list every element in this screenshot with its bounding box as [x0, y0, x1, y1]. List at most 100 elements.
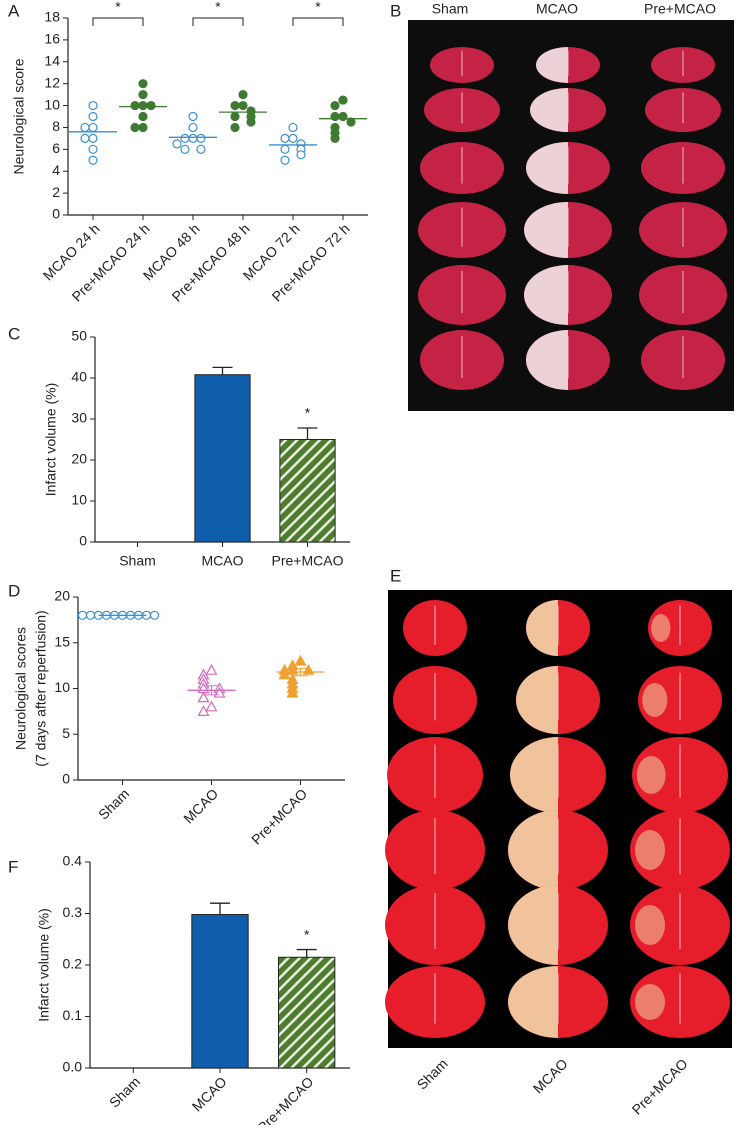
lesion	[510, 737, 558, 813]
point	[188, 122, 198, 133]
point	[302, 663, 315, 675]
point	[88, 144, 98, 154]
point	[278, 668, 291, 680]
column-label: Sham	[432, 1, 469, 17]
point	[80, 122, 90, 133]
lesion	[508, 810, 558, 890]
point	[80, 133, 90, 143]
x-tick-label: MCAO	[189, 1073, 230, 1114]
bar	[194, 374, 251, 543]
error-bar	[212, 366, 233, 375]
significance-bracket	[92, 17, 144, 26]
point	[138, 79, 148, 89]
y-axis-label: (7 days after reperfusion)	[33, 610, 49, 766]
y-tick-label: 8	[52, 118, 60, 134]
y-axis-label: Infarct volume (%)	[43, 383, 59, 497]
bar	[278, 956, 336, 1069]
x-tick-label: MCAO	[180, 785, 221, 826]
point	[88, 133, 98, 143]
point	[296, 150, 306, 160]
column-label: Pre+MCAO	[629, 1055, 691, 1117]
point	[246, 117, 256, 127]
y-tick-label: 0.0	[63, 1059, 83, 1075]
y-tick-label: 0	[52, 206, 60, 222]
x-tick-label: Pre+MCAO	[272, 553, 344, 569]
significance-mark: *	[304, 926, 310, 942]
point	[180, 133, 190, 143]
y-tick-label: 18	[44, 9, 60, 25]
lesion	[635, 830, 665, 870]
point	[288, 133, 298, 143]
point	[230, 122, 240, 133]
y-tick-label: 5	[62, 725, 70, 741]
point	[88, 100, 98, 111]
y-tick-label: 2	[52, 184, 60, 200]
point	[286, 686, 299, 698]
point	[138, 122, 148, 133]
point	[197, 691, 210, 703]
column-label: Pre+MCAO	[644, 1, 716, 17]
lesion	[508, 966, 558, 1038]
point	[172, 139, 182, 149]
point	[138, 100, 148, 111]
y-tick-label: 20	[54, 588, 70, 604]
panel-label: D	[8, 581, 20, 600]
point	[88, 155, 98, 165]
y-tick-label: 10	[71, 492, 87, 508]
lesion	[526, 600, 558, 656]
x-tick-label: MCAO	[202, 553, 244, 569]
y-tick-label: 6	[52, 140, 60, 156]
y-tick-label: 14	[44, 52, 60, 68]
panel-label: B	[390, 1, 401, 20]
y-axis-label: Neurological scores	[13, 627, 29, 750]
y-tick-label: 0.1	[63, 1007, 83, 1023]
panel-label: E	[390, 566, 401, 585]
y-tick-label: 20	[71, 451, 87, 467]
significance-mark: *	[315, 0, 321, 15]
lesion	[526, 330, 568, 390]
error-bar	[292, 667, 309, 677]
lesion	[651, 614, 671, 642]
y-tick-label: 0	[62, 771, 70, 787]
y-tick-label: 0.3	[63, 904, 83, 920]
y-tick-label: 30	[71, 410, 87, 426]
point	[230, 100, 240, 111]
point	[149, 610, 160, 620]
point	[188, 111, 198, 122]
point	[238, 90, 248, 100]
column-label: MCAO	[530, 1055, 571, 1096]
point	[205, 700, 218, 712]
y-axis-label: Neurological score	[11, 58, 27, 174]
point	[288, 122, 298, 133]
point	[338, 95, 348, 105]
column-label: MCAO	[536, 1, 578, 17]
y-tick-label: 15	[54, 633, 70, 649]
y-tick-label: 40	[71, 369, 87, 385]
point	[77, 610, 88, 620]
significance-bracket	[292, 17, 344, 26]
point	[138, 111, 148, 122]
lesion	[636, 756, 666, 794]
point	[196, 133, 206, 143]
point	[205, 663, 218, 675]
point	[238, 100, 248, 111]
point	[280, 144, 290, 154]
bar	[279, 439, 336, 543]
x-tick-label: Pre+MCAO	[248, 785, 310, 847]
panel-label: A	[8, 1, 20, 20]
y-tick-label: 0.2	[63, 956, 83, 972]
point	[230, 111, 240, 122]
point	[130, 122, 140, 133]
error-bar	[203, 685, 220, 696]
point	[280, 133, 290, 143]
lesion	[635, 984, 665, 1020]
y-tick-label: 10	[44, 96, 60, 112]
y-tick-label: 16	[44, 31, 60, 47]
point	[330, 100, 340, 111]
point	[330, 133, 340, 143]
point	[346, 117, 356, 127]
point	[188, 133, 198, 143]
point	[146, 100, 156, 111]
x-tick-label: Pre+MCAO	[254, 1073, 316, 1125]
